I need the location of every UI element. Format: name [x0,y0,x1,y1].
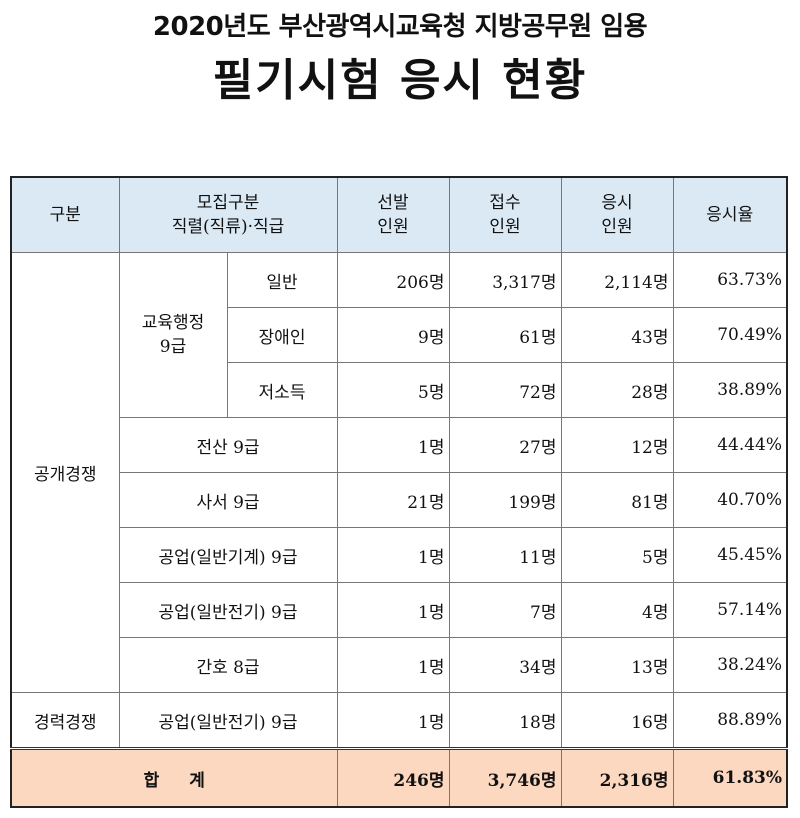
cell-applied: 18명 [448,692,562,749]
total-taken: 2,316명 [560,747,674,808]
cell-rate: 38.89% [672,362,788,418]
table-row: 사서 9급 21명 199명 81명 40.70% [11,472,788,528]
group-career-competition: 경력경쟁 [10,692,120,749]
cell-taken: 28명 [560,362,674,418]
cell-taken: 16명 [560,692,674,749]
total-row: 합 계 246명 3,746명 2,316명 61.83% [10,747,788,808]
cell-selected: 1명 [336,527,450,583]
total-applied: 3,746명 [448,747,562,808]
total-rate: 61.83% [672,747,788,808]
header-recruit-line2: 직렬(직류)·직급 [171,217,285,237]
header-selected-line2: 인원 [377,217,409,237]
row-label: 공업(일반기계) 9급 [118,527,338,583]
cell-rate: 63.73% [672,252,788,308]
row-label: 공업(일반전기) 9급 [118,582,338,638]
cell-selected: 1명 [336,417,450,473]
cell-applied: 11명 [448,527,562,583]
cell-taken: 13명 [560,637,674,693]
cell-rate: 44.44% [672,417,788,473]
header-recruit-line1: 모집구분 [196,193,260,213]
cell-taken: 5명 [560,527,674,583]
table-row: 공업(일반기계) 9급 1명 11명 5명 45.45% [11,527,788,583]
cell-applied: 27명 [448,417,562,473]
group-edu-admin: 교육행정 9급 [118,252,228,418]
page-title-line1: 2020년도 부산광역시교육청 지방공무원 임용 [152,12,648,42]
cell-applied: 61명 [448,307,562,363]
total-selected: 246명 [336,747,450,808]
exam-status-table: 구분 모집구분 직렬(직류)·직급 선발 인원 접수 인원 응시 인원 응시율 … [10,176,789,808]
row-label: 간호 8급 [118,637,338,693]
table-row: 공개경쟁 교육행정 9급 일반 206명 3,317명 2,114명 63.73… [10,252,788,693]
header-taken: 응시 인원 [560,176,674,253]
header-selected: 선발 인원 [336,176,450,253]
header-taken-line2: 인원 [601,217,633,237]
cell-rate: 45.45% [672,527,788,583]
row-label: 전산 9급 [118,417,338,473]
cell-rate: 38.24% [672,637,788,693]
cell-rate: 88.89% [672,692,788,749]
header-recruit-type: 모집구분 직렬(직류)·직급 [118,176,338,253]
cell-rate: 57.14% [672,582,788,638]
cell-selected: 9명 [336,307,450,363]
cell-taken: 81명 [560,472,674,528]
header-applied: 접수 인원 [448,176,562,253]
cell-rate: 70.49% [672,307,788,363]
cell-applied: 199명 [448,472,562,528]
header-applied-line2: 인원 [489,217,521,237]
cell-selected: 1명 [336,637,450,693]
total-label: 합 계 [10,747,338,808]
header-applied-line1: 접수 [489,193,521,213]
row-label: 일반 [226,252,338,308]
page-title-line2: 필기시험 응시 현황 [212,55,588,106]
cell-taken: 12명 [560,417,674,473]
table-row: 경력경쟁 공업(일반전기) 9급 1명 18명 16명 88.89% [10,692,788,749]
cell-taken: 4명 [560,582,674,638]
header-category: 구분 [10,176,120,253]
cell-applied: 34명 [448,637,562,693]
cell-selected: 206명 [336,252,450,308]
row-label: 사서 9급 [118,472,338,528]
table-row: 장애인 9명 61명 43명 70.49% [11,307,788,363]
row-label: 공업(일반전기) 9급 [118,692,338,749]
cell-selected: 5명 [336,362,450,418]
table-row: 전산 9급 1명 27명 12명 44.44% [11,417,788,473]
header-taken-line1: 응시 [601,193,633,213]
cell-applied: 72명 [448,362,562,418]
cell-applied: 3,317명 [448,252,562,308]
row-label: 장애인 [226,307,338,363]
row-label: 저소득 [226,362,338,418]
cell-selected: 1명 [336,582,450,638]
header-rate: 응시율 [672,176,788,253]
header-row: 구분 모집구분 직렬(직류)·직급 선발 인원 접수 인원 응시 인원 응시율 [10,176,788,253]
cell-rate: 40.70% [672,472,788,528]
cell-taken: 43명 [560,307,674,363]
cell-applied: 7명 [448,582,562,638]
table-row: 간호 8급 1명 34명 13명 38.24% [11,637,788,693]
table-row: 저소득 5명 72명 28명 38.89% [11,362,788,418]
cell-taken: 2,114명 [560,252,674,308]
cell-selected: 21명 [336,472,450,528]
cell-selected: 1명 [336,692,450,749]
header-selected-line1: 선발 [377,193,409,213]
table-row: 공업(일반전기) 9급 1명 7명 4명 57.14% [11,582,788,638]
group-open-competition: 공개경쟁 [10,252,120,693]
